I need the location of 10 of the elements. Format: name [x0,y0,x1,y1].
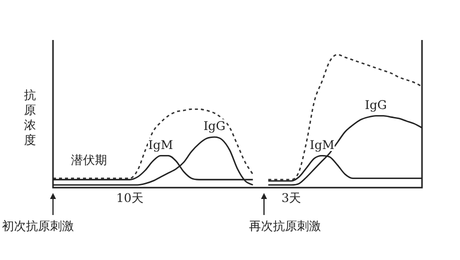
text: IgG [203,119,226,134]
text: 初次抗原刺激 [2,218,74,235]
x-tick-label: 3天 [281,190,302,205]
annotation: 潜伏期 [71,152,107,169]
text: 再次抗原刺激 [249,218,321,235]
y-axis-title: 抗原浓度 [24,88,37,148]
series-label: IgM [148,138,173,152]
text: IgM [310,138,334,152]
x-tick-label: 10天 [116,190,144,205]
series-label: IgG [364,98,387,112]
